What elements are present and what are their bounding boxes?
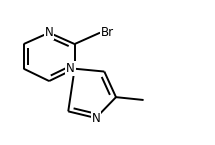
Text: Br: Br — [101, 26, 114, 39]
Text: N: N — [66, 62, 75, 75]
Text: N: N — [91, 112, 100, 125]
Text: N: N — [45, 26, 54, 39]
